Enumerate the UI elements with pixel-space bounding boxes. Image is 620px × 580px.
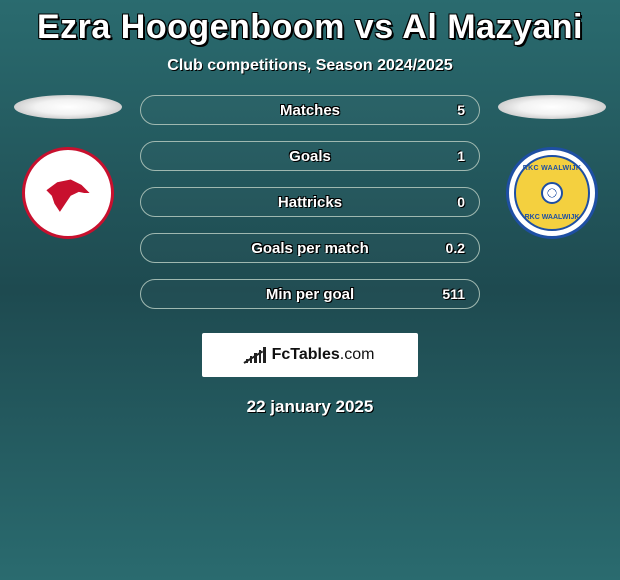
brand-suffix: .com xyxy=(340,346,375,363)
comparison-card: Ezra Hoogenboom vs Al Mazyani Club compe… xyxy=(0,0,620,417)
snapshot-date: 22 january 2025 xyxy=(0,397,620,417)
badge-inner: RKC WAALWIJK RKC WAALWIJK xyxy=(514,155,590,231)
stat-right-value: 511 xyxy=(425,286,465,302)
stat-label: Hattricks xyxy=(195,194,425,211)
stat-row-hattricks: Hattricks 0 xyxy=(140,187,480,217)
stat-row-goals-per-match: Goals per match 0.2 xyxy=(140,233,480,263)
rkc-waalwijk-badge-icon: RKC WAALWIJK RKC WAALWIJK xyxy=(506,147,598,239)
stat-row-goals: Goals 1 xyxy=(140,141,480,171)
almere-city-badge-icon xyxy=(22,147,114,239)
stat-label: Matches xyxy=(195,102,425,119)
bar-chart-icon xyxy=(246,347,266,363)
brand-text: FcTables.com xyxy=(272,346,375,364)
right-player-column: RKC WAALWIJK RKC WAALWIJK xyxy=(498,95,606,239)
stat-right-value: 0 xyxy=(425,194,465,210)
stat-label: Goals per match xyxy=(195,240,425,257)
badge-ring-text-top: RKC WAALWIJK xyxy=(523,165,581,172)
brand-name: FcTables xyxy=(272,346,340,363)
stat-label: Min per goal xyxy=(195,286,425,303)
main-row: Matches 5 Goals 1 Hattricks 0 Goals per … xyxy=(0,95,620,309)
right-player-photo-placeholder xyxy=(498,95,606,119)
stat-label: Goals xyxy=(195,148,425,165)
stat-right-value: 1 xyxy=(425,148,465,164)
flamingo-icon xyxy=(41,166,95,220)
season-subtitle: Club competitions, Season 2024/2025 xyxy=(0,57,620,75)
page-title: Ezra Hoogenboom vs Al Mazyani xyxy=(0,8,620,47)
left-player-column xyxy=(14,95,122,239)
badge-ring-text-bottom: RKC WAALWIJK xyxy=(525,214,580,221)
stat-row-min-per-goal: Min per goal 511 xyxy=(140,279,480,309)
brand-badge[interactable]: FcTables.com xyxy=(202,333,418,377)
stat-right-value: 0.2 xyxy=(425,240,465,256)
stat-right-value: 5 xyxy=(425,102,465,118)
soccer-ball-icon xyxy=(541,182,563,204)
stats-table: Matches 5 Goals 1 Hattricks 0 Goals per … xyxy=(140,95,480,309)
stat-row-matches: Matches 5 xyxy=(140,95,480,125)
left-player-photo-placeholder xyxy=(14,95,122,119)
